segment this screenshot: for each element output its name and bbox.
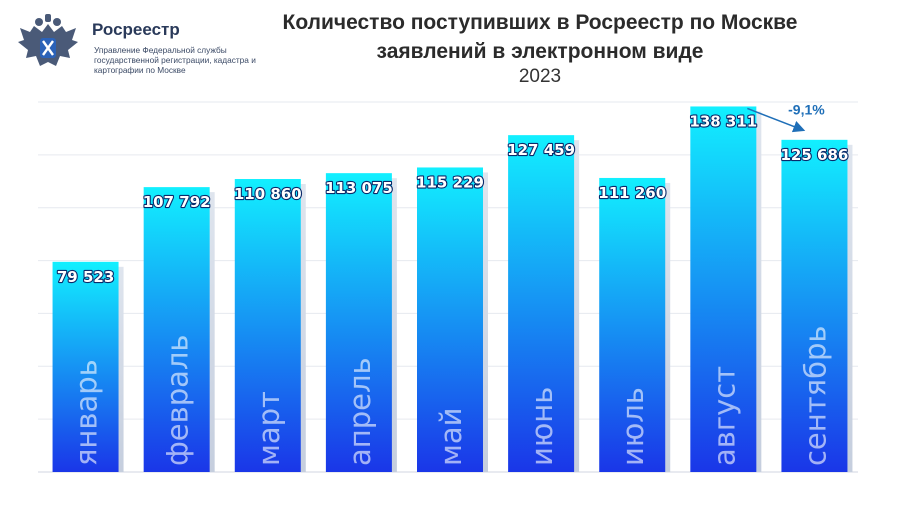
eagle-emblem-icon xyxy=(18,14,78,66)
logo: Росреестр Управление Федеральной службы … xyxy=(12,10,256,90)
category-label: май xyxy=(434,408,468,467)
bar-8 xyxy=(690,106,757,473)
category-label: июль xyxy=(616,387,650,466)
chart-subtitle: 2023 xyxy=(518,66,562,87)
category-label: сентябрь xyxy=(798,326,832,466)
bar-1 xyxy=(52,261,119,472)
value-label: 111 260 xyxy=(598,184,666,202)
value-label: 110 860 xyxy=(234,185,302,203)
bar-9 xyxy=(781,139,848,472)
value-label: 127 459 xyxy=(507,141,575,159)
value-label: 138 311 xyxy=(689,112,757,130)
org-subtitle: Управление Федеральной службы государств… xyxy=(94,45,256,75)
category-label: август xyxy=(707,366,741,466)
bar-4 xyxy=(325,173,392,472)
change-arrow xyxy=(747,107,806,133)
category-label: июнь xyxy=(525,387,559,466)
category-label: март xyxy=(252,391,286,466)
category-label: январь xyxy=(70,359,104,466)
category-label: февраль xyxy=(161,334,195,466)
bar-2 xyxy=(143,187,210,472)
org-name: Росреестр xyxy=(92,20,180,39)
value-label: 79 523 xyxy=(57,268,114,286)
bar-5 xyxy=(417,167,483,472)
value-label: 115 229 xyxy=(416,173,484,191)
change-label: -9,1% xyxy=(788,101,825,117)
chart-title: Количество поступивших в Росреестр по Мо… xyxy=(282,11,798,63)
bar-3 xyxy=(234,179,301,472)
value-label: 125 686 xyxy=(781,146,849,164)
value-label: 107 792 xyxy=(143,193,211,211)
value-label: 113 075 xyxy=(325,179,393,197)
bar-6 xyxy=(508,135,575,472)
category-label: апрель xyxy=(343,357,377,466)
bar-7 xyxy=(599,177,666,472)
